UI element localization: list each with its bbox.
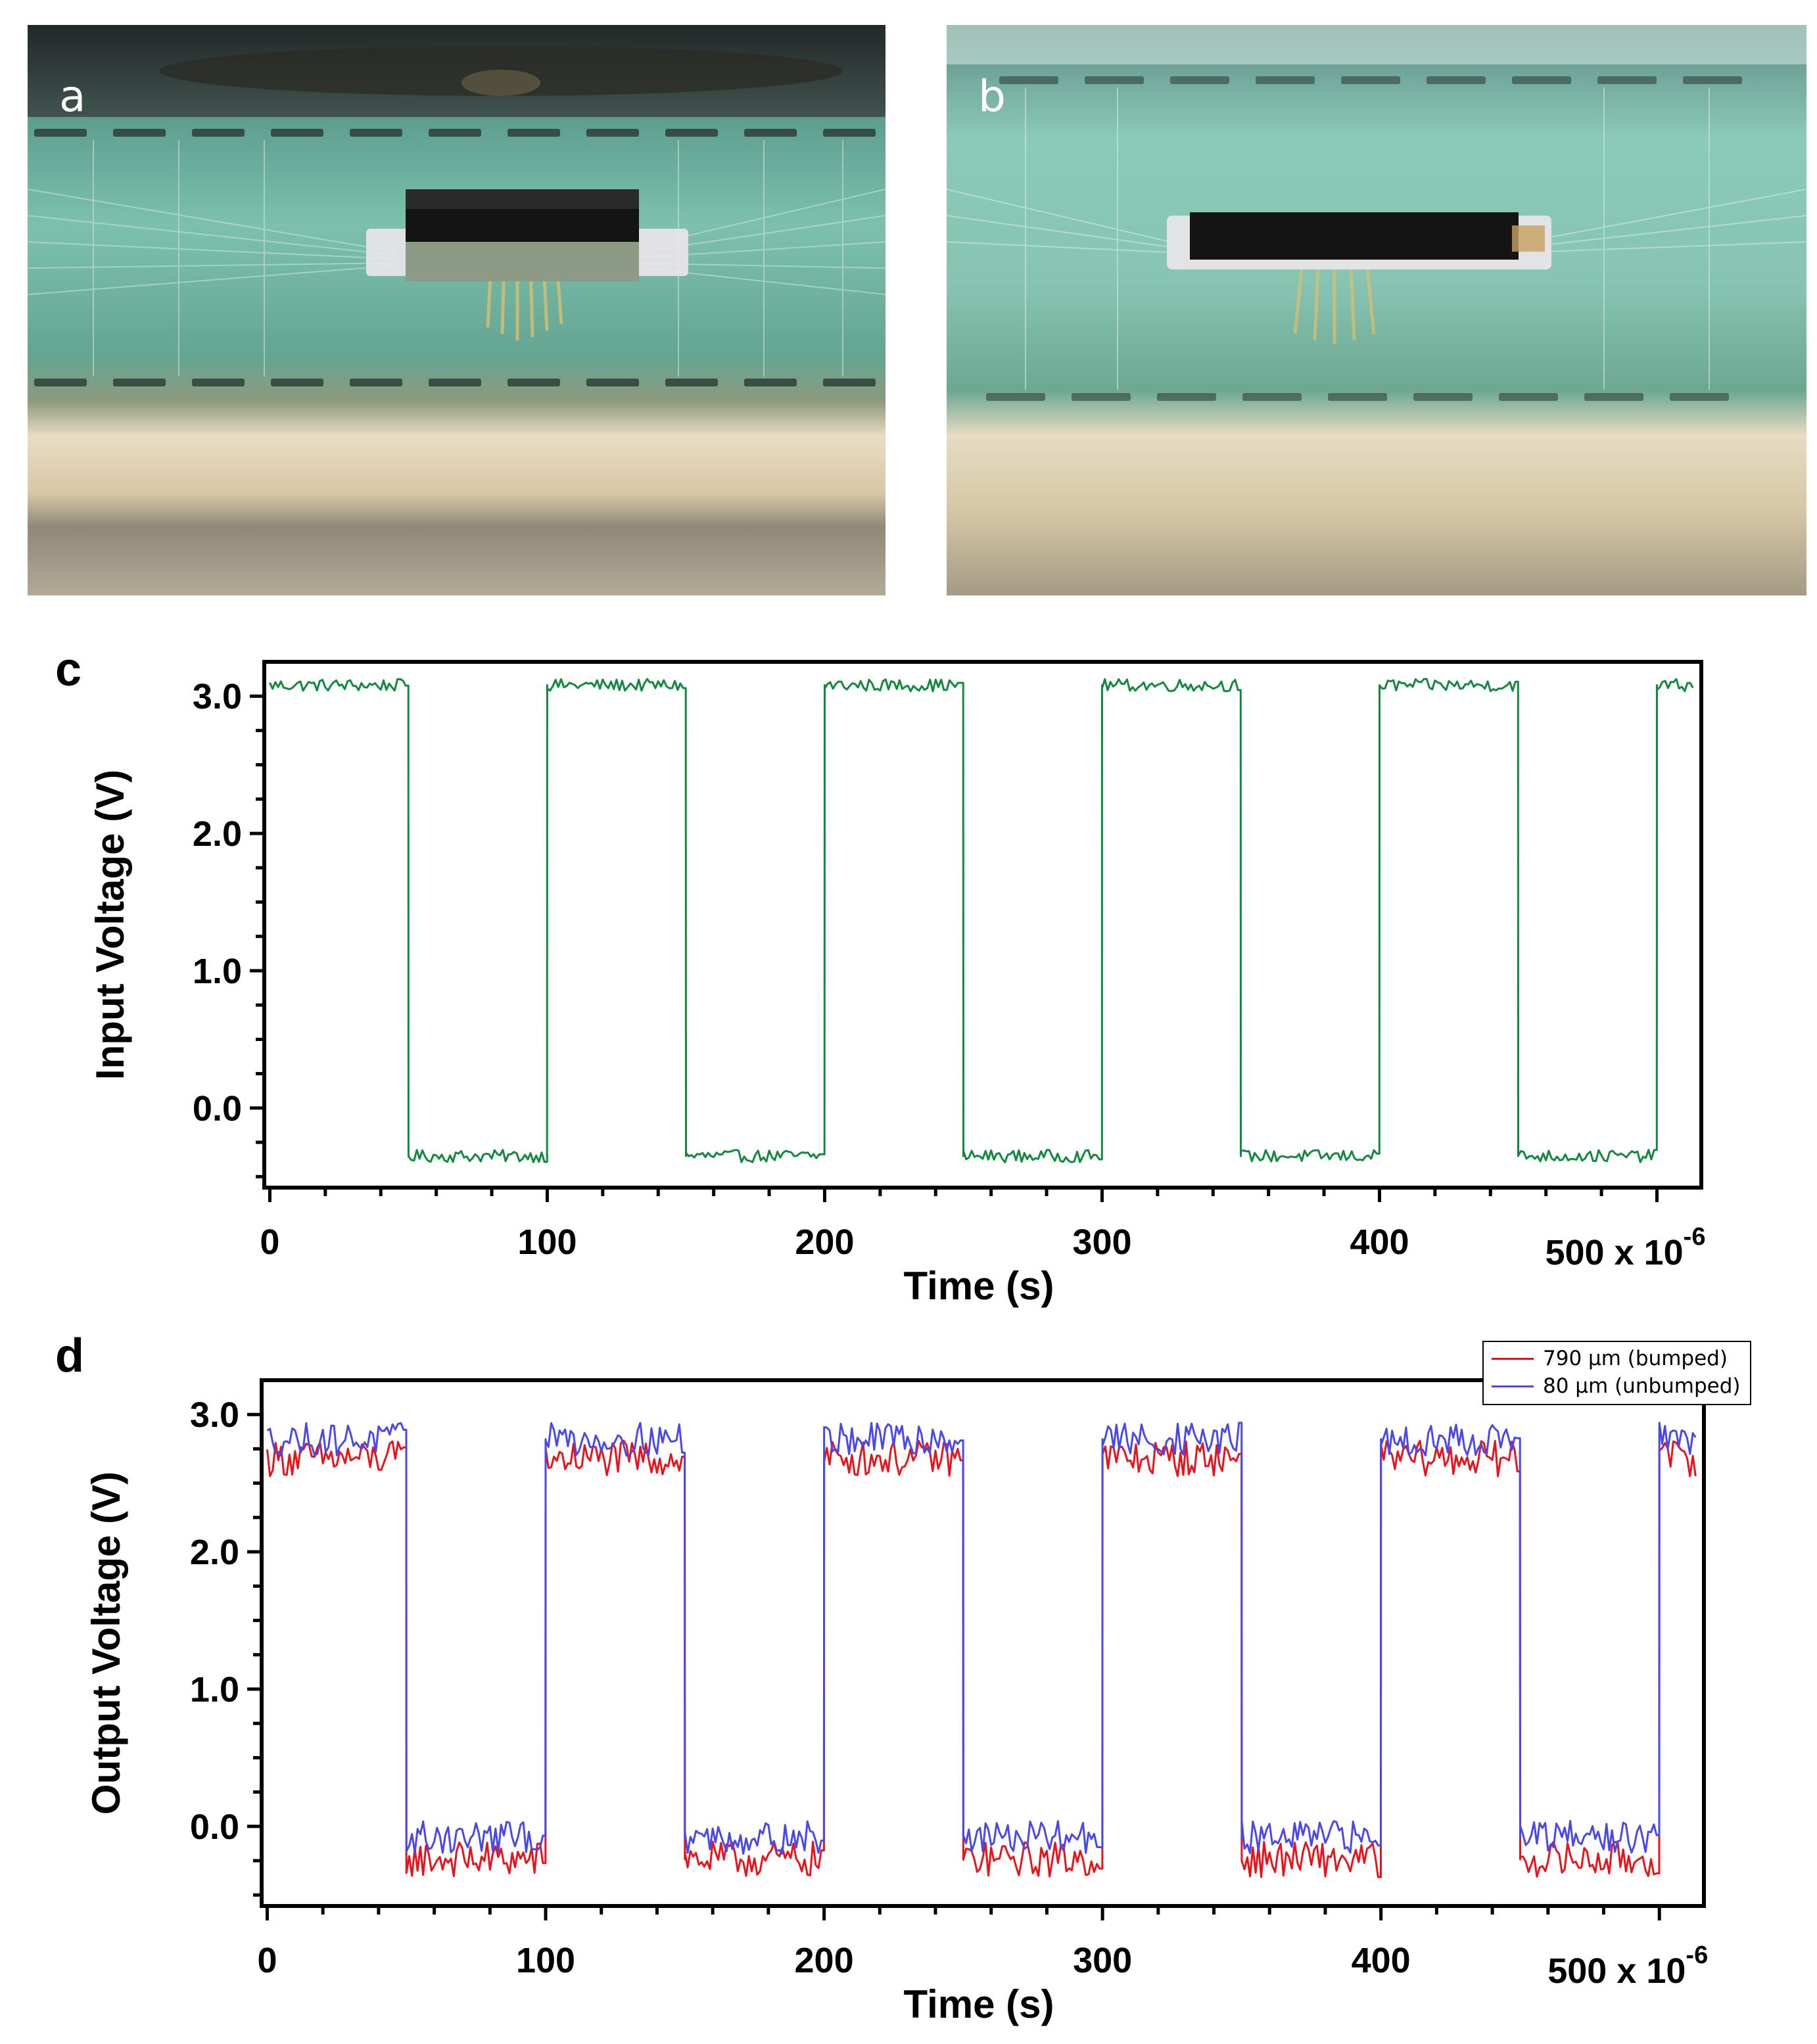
panel-label-b: b (978, 71, 1006, 122)
x-axis-label: Time (s) (904, 1264, 1054, 1308)
y-tick-label: 3.0 (193, 677, 242, 716)
x-tick-label: 400 (1352, 1941, 1411, 1980)
panel-label-d: d (55, 1330, 84, 1382)
panel-label-a: a (59, 71, 86, 122)
y-axis-label: Output Voltage (V) (84, 1472, 128, 1815)
x-tick-label: 0 (257, 1941, 277, 1980)
x-tick-label-scale: 500 x 10-6 (1545, 1223, 1705, 1272)
photo-a-image (28, 25, 885, 595)
plot-frame (262, 660, 1703, 1190)
output-voltage-chart: 3.0 2.0 1.0 0.0 0 100 200 300 400 500 x 10-6 Time … (84, 1378, 1708, 2026)
photo-panel-b: b (947, 25, 1806, 595)
legend-item-bumped: 790 µm (bumped) (1492, 1345, 1741, 1372)
legend-swatch-unbumped (1492, 1385, 1534, 1387)
series-line-unbumped_trace (266, 1422, 1697, 1855)
panel-label-c: c (55, 643, 82, 696)
x-tick-label: 100 (517, 1222, 577, 1262)
x-tick-label-scale: 500 x 10-6 (1547, 1941, 1708, 1991)
photo-b-image (947, 25, 1806, 595)
x-axis-label: Time (s) (904, 1982, 1054, 2026)
y-tick-label: 1.0 (190, 1670, 239, 1709)
x-tick-label: 100 (516, 1941, 575, 1980)
x-tick-label: 0 (260, 1222, 279, 1262)
x-tick-label: 300 (1073, 1941, 1132, 1980)
y-tick-label: 2.0 (193, 814, 242, 854)
legend-swatch-bumped (1492, 1357, 1534, 1360)
y-tick-label: 2.0 (190, 1533, 239, 1572)
legend-item-unbumped: 80 µm (unbumped) (1492, 1372, 1741, 1400)
chart-panel-d: d 3.0 2.0 1.0 0.0 0 100 200 300 400 500 x 10-6 Tim… (0, 1314, 1817, 2044)
chart-legend: 790 µm (bumped) 80 µm (unbumped) (1482, 1341, 1751, 1405)
plot-frame (260, 1378, 1706, 1908)
x-tick-label: 200 (795, 1222, 854, 1262)
x-tick-label: 400 (1350, 1222, 1409, 1262)
y-tick-label: 1.0 (193, 952, 242, 991)
x-tick-label: 300 (1072, 1222, 1131, 1262)
y-tick-label: 0.0 (190, 1807, 239, 1847)
series-line-bumped_trace (266, 1439, 1697, 1878)
chart-panel-c: c 3.0 2.0 1.0 0.0 0 100 200 300 400 500 x 10-6 Tim… (0, 631, 1817, 1314)
series-line-input_trace (269, 678, 1694, 1163)
y-tick-label: 3.0 (190, 1395, 239, 1435)
y-axis-label: Input Voltage (V) (88, 770, 132, 1080)
legend-label-unbumped: 80 µm (unbumped) (1543, 1374, 1741, 1398)
legend-label-bumped: 790 µm (bumped) (1543, 1347, 1728, 1370)
input-voltage-chart: 3.0 2.0 1.0 0.0 0 100 200 300 400 500 x 10-6 Time … (88, 660, 1705, 1308)
x-tick-label: 200 (795, 1941, 854, 1980)
y-tick-label: 0.0 (193, 1089, 242, 1128)
photo-panel-a: a (28, 25, 885, 595)
